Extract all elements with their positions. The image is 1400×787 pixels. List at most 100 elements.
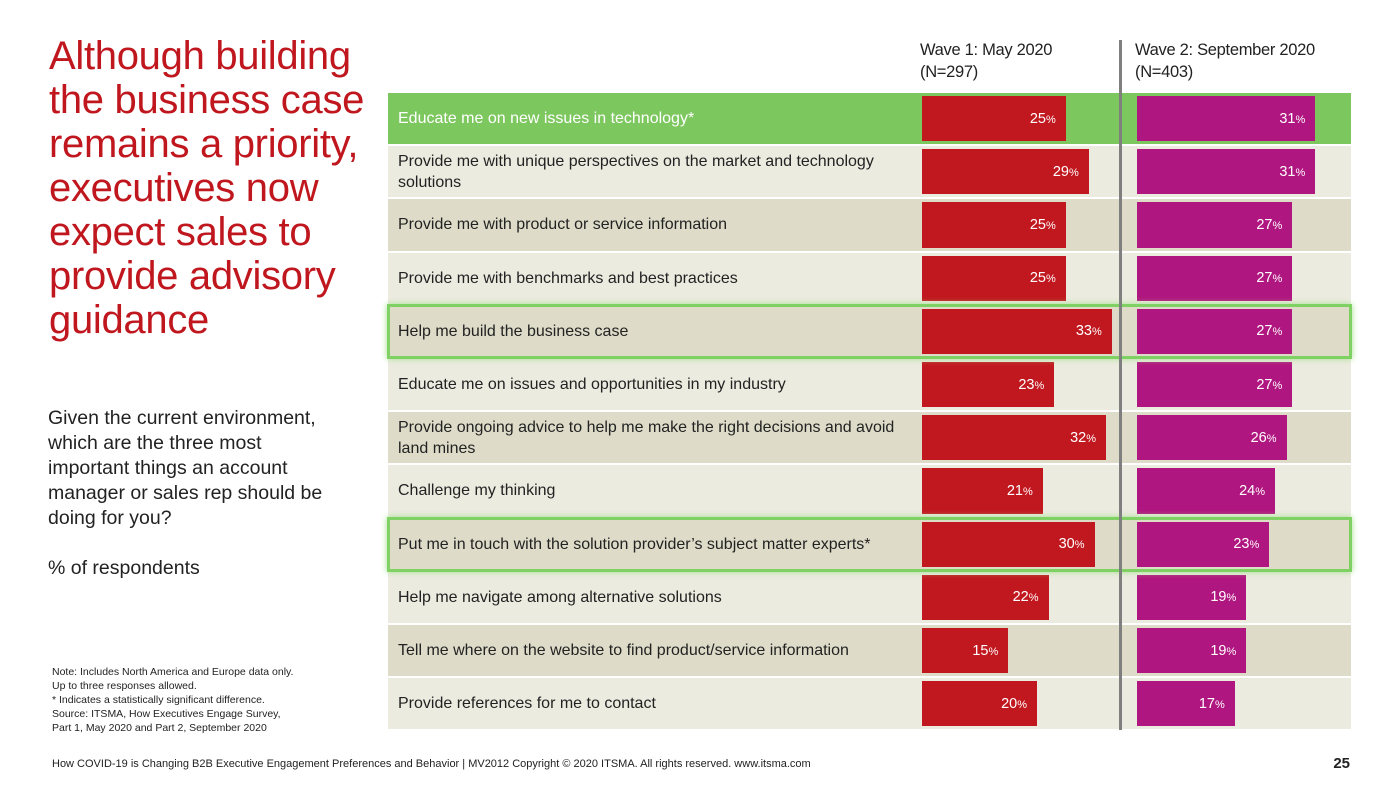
- wave2-value-label: 27%: [1256, 323, 1282, 339]
- units-label: % of respondents: [48, 557, 200, 579]
- value-number: 19: [1210, 642, 1227, 659]
- wave2-bar: 27%: [1137, 308, 1293, 354]
- value-number: 22: [1012, 589, 1029, 606]
- percent-sign: %: [1028, 592, 1039, 605]
- percent-sign: %: [1034, 379, 1045, 392]
- wave2-bar: 31%: [1137, 96, 1316, 142]
- wave2-value-label: 27%: [1256, 217, 1282, 233]
- value-number: 17: [1198, 695, 1215, 712]
- value-number: 23: [1018, 376, 1035, 393]
- wave1-value-label: 25%: [1030, 111, 1056, 127]
- percent-sign: %: [1266, 432, 1277, 445]
- percent-sign: %: [1017, 698, 1027, 711]
- value-number: 24: [1239, 482, 1256, 499]
- wave1-bar: 25%: [922, 96, 1066, 142]
- percent-sign: %: [1045, 113, 1056, 126]
- wave2-value-label: 19%: [1210, 589, 1236, 605]
- percent-sign: %: [1045, 273, 1056, 286]
- wave-divider-line: [1119, 40, 1122, 730]
- wave1-bar: 32%: [922, 415, 1106, 461]
- note-line: Note: Includes North America and Europe …: [52, 666, 294, 678]
- category-label: Help me navigate among alternative solut…: [398, 588, 722, 606]
- value-number: 27: [1256, 376, 1273, 393]
- percent-sign: %: [1091, 326, 1102, 339]
- wave1-value-label: 15%: [972, 643, 998, 659]
- wave1-bar: 25%: [922, 202, 1066, 248]
- percent-sign: %: [1295, 166, 1306, 179]
- wave1-bar: 15%: [922, 628, 1009, 674]
- wave2-name: Wave 2: September 2020: [1135, 41, 1315, 59]
- percent-sign: %: [988, 645, 999, 658]
- wave2-bar: 27%: [1137, 202, 1293, 248]
- wave2-value-label: 31%: [1279, 111, 1305, 127]
- value-number: 25: [1029, 110, 1046, 127]
- wave2-sample-size: (N=403): [1135, 63, 1193, 81]
- category-label: Provide me with product or service infor…: [398, 216, 728, 234]
- value-number: 25: [1029, 216, 1046, 233]
- value-number: 26: [1250, 429, 1267, 446]
- value-number: 27: [1256, 216, 1273, 233]
- percent-sign: %: [1226, 645, 1237, 658]
- percent-sign: %: [1272, 379, 1283, 392]
- wave1-value-label: 33%: [1076, 323, 1102, 339]
- wave1-value-label: 21%: [1007, 483, 1033, 499]
- wave2-value-label: 24%: [1239, 483, 1265, 499]
- row-highlight-box: [387, 516, 1352, 572]
- wave2-bar: 27%: [1137, 255, 1293, 301]
- percent-sign: %: [1068, 166, 1079, 179]
- note-line: Up to three responses allowed.: [52, 680, 197, 692]
- category-label: Provide references for me to contact: [398, 695, 656, 713]
- category-label: Help me build the business case: [398, 322, 629, 340]
- percent-sign: %: [1022, 485, 1033, 498]
- wave2-value-label: 31%: [1279, 164, 1305, 180]
- percent-sign: %: [1272, 219, 1283, 232]
- percent-sign: %: [1272, 273, 1283, 286]
- wave2-bar: 23%: [1137, 521, 1270, 567]
- value-number: 23: [1233, 536, 1250, 553]
- wave1-value-label: 20%: [1001, 696, 1027, 712]
- wave2-bar: 17%: [1137, 681, 1235, 727]
- wave1-bar: 30%: [922, 521, 1095, 567]
- wave1-bar: 25%: [922, 255, 1066, 301]
- value-number: 19: [1210, 589, 1227, 606]
- value-number: 15: [972, 642, 989, 659]
- wave2-bar: 19%: [1137, 628, 1247, 674]
- category-label: Educate me on issues and opportunities i…: [398, 376, 786, 394]
- wave1-bar: 21%: [922, 468, 1043, 514]
- wave2-value-label: 27%: [1256, 377, 1282, 393]
- wave2-header: Wave 2: September 2020 (N=403): [1135, 39, 1315, 83]
- wave1-name: Wave 1: May 2020: [920, 41, 1053, 59]
- wave2-bar: 26%: [1137, 415, 1287, 461]
- wave1-value-label: 29%: [1053, 164, 1079, 180]
- percent-sign: %: [1086, 432, 1096, 445]
- wave2-bar: 27%: [1137, 362, 1293, 408]
- wave2-value-label: 27%: [1256, 270, 1282, 286]
- percent-sign: %: [1074, 539, 1085, 552]
- wave1-sample-size: (N=297): [920, 63, 978, 81]
- wave1-value-label: 22%: [1013, 589, 1039, 605]
- row-highlight-box: [387, 303, 1352, 359]
- value-number: 31: [1279, 110, 1296, 127]
- wave1-value-label: 32%: [1070, 430, 1096, 446]
- wave1-value-label: 25%: [1030, 270, 1056, 286]
- survey-question: Given the current environment, which are…: [48, 407, 323, 529]
- wave1-value-label: 30%: [1059, 536, 1085, 552]
- percent-sign: %: [1295, 113, 1306, 126]
- wave2-value-label: 19%: [1210, 643, 1236, 659]
- category-label: Provide me with unique perspectives on t…: [398, 152, 874, 191]
- percent-sign: %: [1045, 219, 1056, 232]
- value-number: 30: [1058, 536, 1075, 553]
- page-title: Although building the business case rema…: [49, 34, 365, 342]
- note-line: * Indicates a statistically significant …: [52, 694, 265, 706]
- wave2-bar: 24%: [1137, 468, 1275, 514]
- category-label: Provide me with benchmarks and best prac…: [398, 269, 738, 287]
- value-number: 27: [1256, 323, 1273, 340]
- wave1-bar: 23%: [922, 362, 1055, 408]
- category-label: Educate me on new issues in technology*: [398, 110, 695, 128]
- percent-sign: %: [1272, 326, 1283, 339]
- wave2-value-label: 23%: [1233, 536, 1259, 552]
- percent-sign: %: [1226, 592, 1237, 605]
- percent-sign: %: [1249, 539, 1260, 552]
- footer-copyright: How COVID-19 is Changing B2B Executive E…: [52, 758, 811, 770]
- page-number: 25: [1333, 755, 1350, 772]
